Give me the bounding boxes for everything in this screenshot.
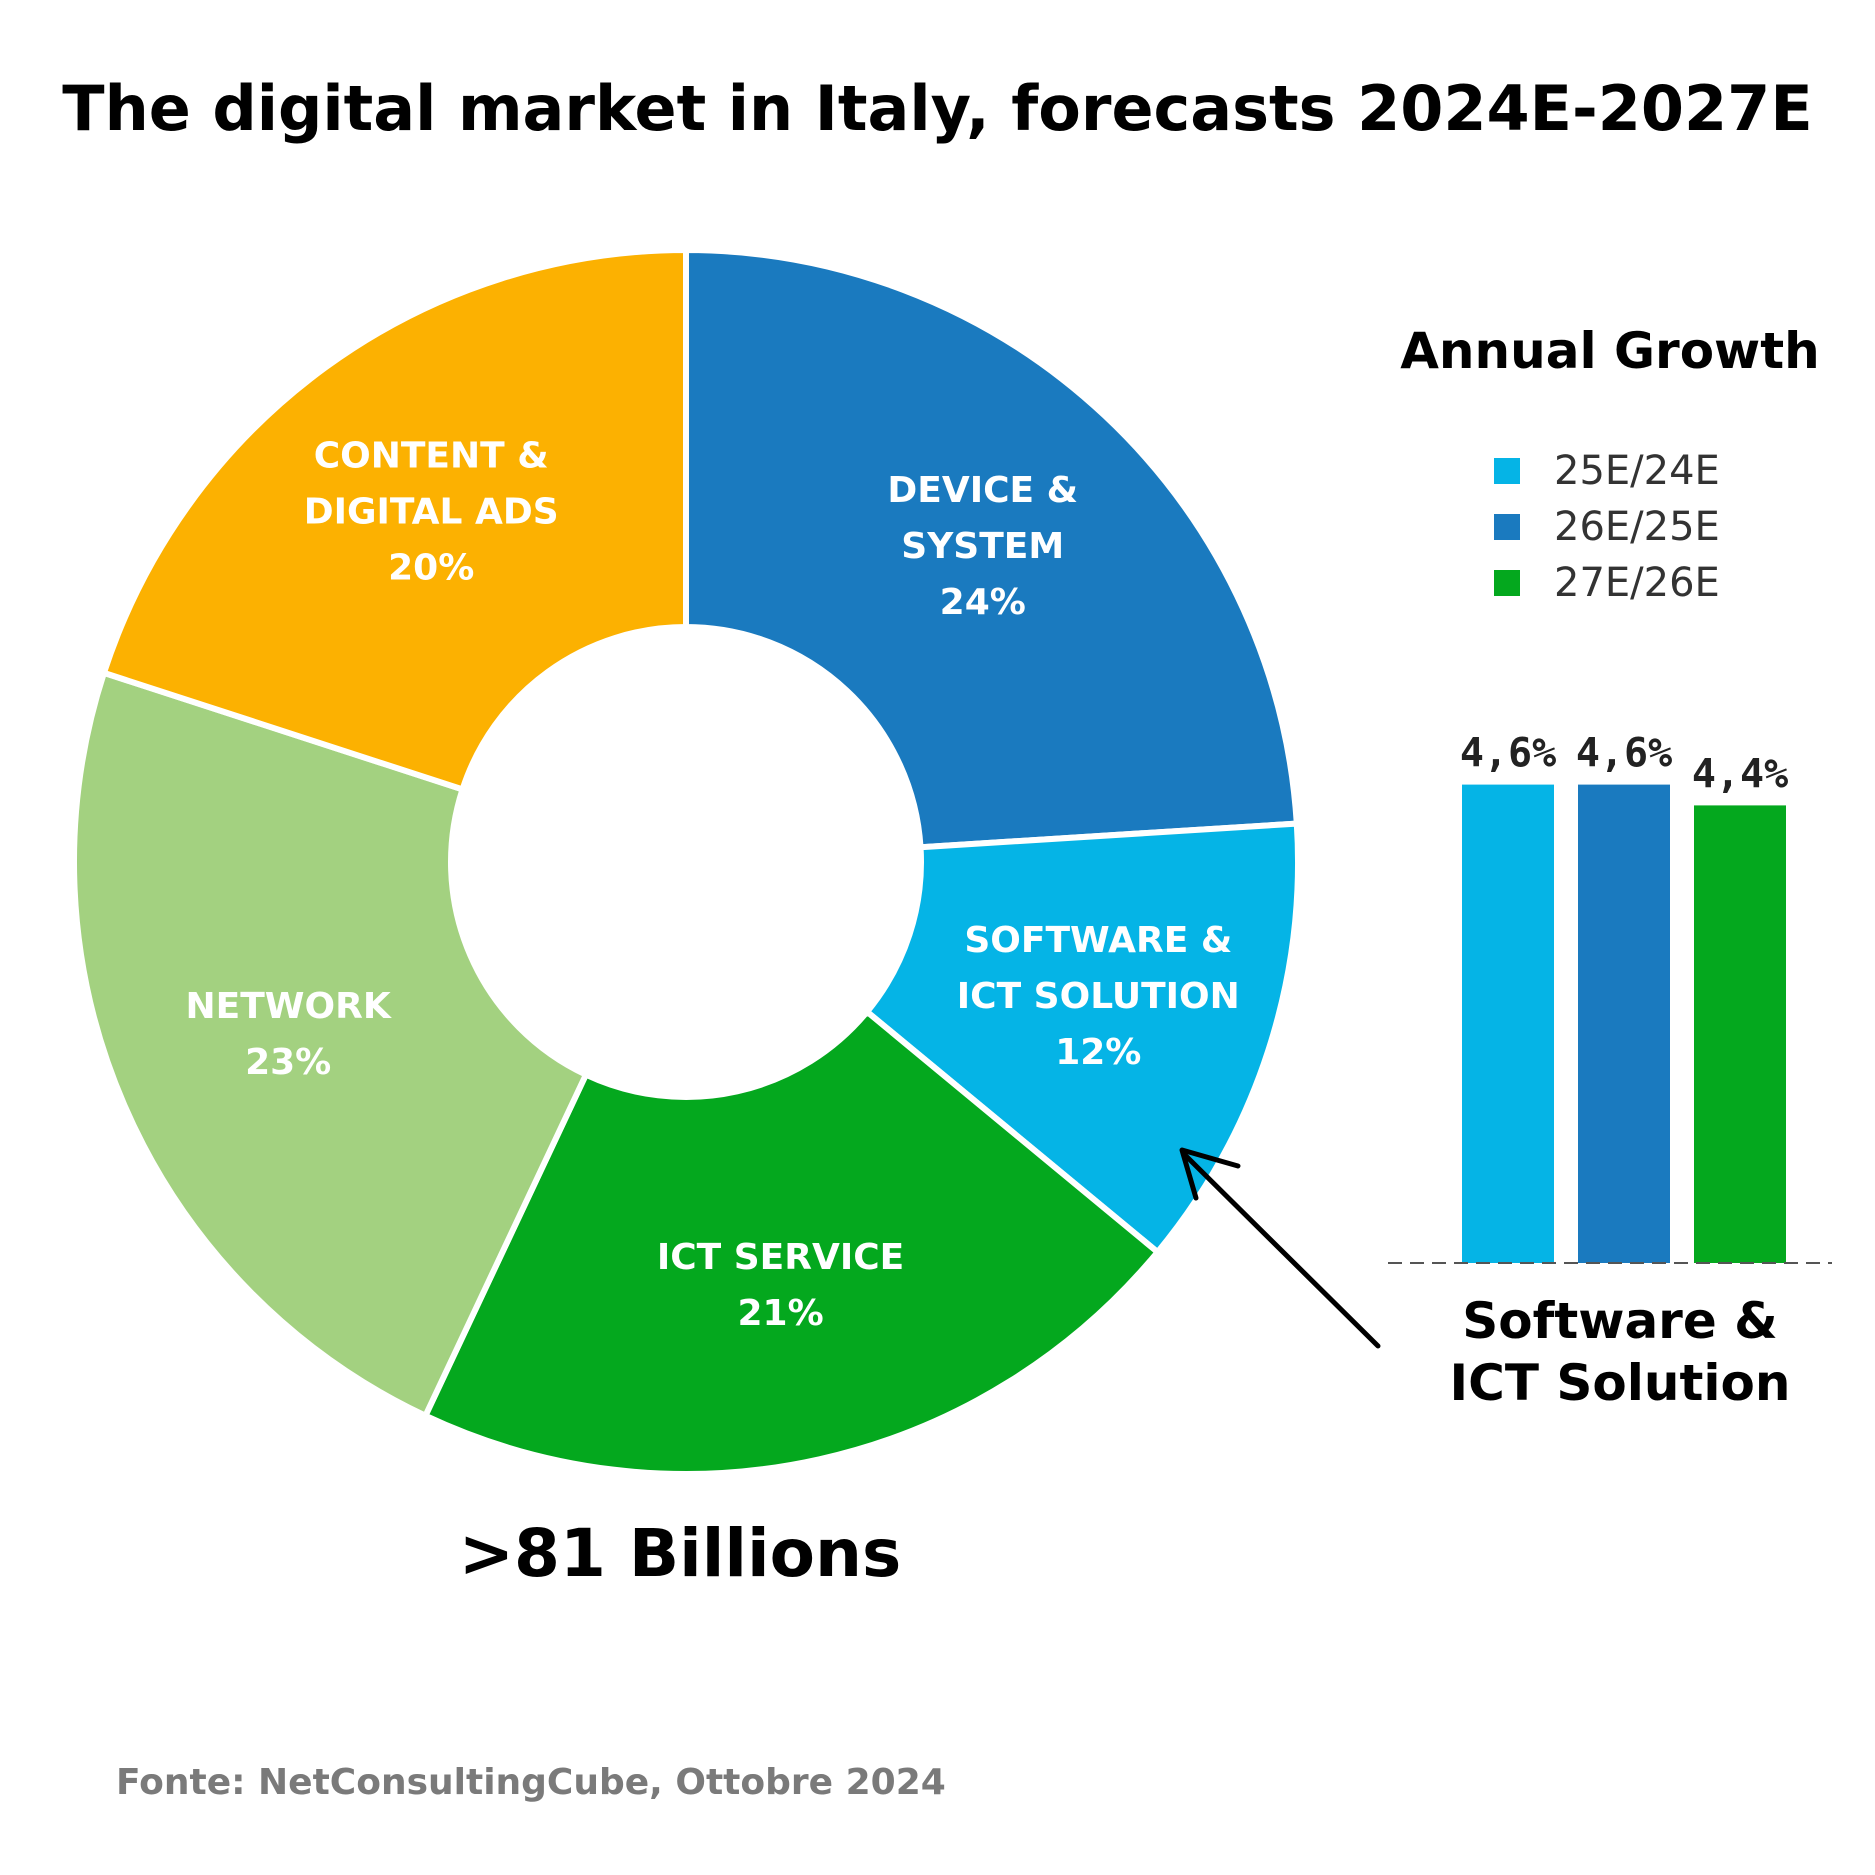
slice-label: NETWORK [186, 986, 392, 1027]
legend-swatch [1494, 514, 1520, 540]
donut-slice-4 [100, 246, 689, 794]
legend-item-26e-25e: 26E/25E [1494, 502, 1720, 552]
growth-bar-1 [1578, 784, 1670, 1263]
legend-label: 26E/25E [1554, 504, 1720, 550]
slice-label: 12% [1055, 1032, 1141, 1073]
slice-label: ICT SERVICE [657, 1237, 904, 1278]
slice-label: DIGITAL ADS [304, 491, 559, 532]
slice-label: ICT SOLUTION [957, 976, 1240, 1017]
growth-bar-2 [1694, 805, 1786, 1263]
market-total: >81 Billions [458, 1515, 902, 1592]
slice-label: SOFTWARE & [964, 920, 1232, 961]
legend-label: 25E/24E [1554, 448, 1720, 494]
growth-chart-title: Annual Growth [1400, 322, 1820, 380]
growth-bar-chart: 4,6% 4,6% 4,4% [1388, 731, 1832, 1264]
legend-item-25e-24e: 25E/24E [1494, 446, 1720, 496]
legend-swatch [1494, 570, 1520, 596]
legend-item-27e-26e: 27E/26E [1494, 558, 1720, 608]
slice-label: 24% [940, 582, 1026, 623]
bar-chart-caption: Software & ICT Solution [1400, 1290, 1840, 1414]
legend-label: 27E/26E [1554, 560, 1720, 606]
slice-label: 21% [737, 1293, 823, 1334]
donut-slice-1 [862, 820, 1301, 1257]
bar-value-label: 4,6% [1576, 731, 1672, 777]
growth-bar-0 [1462, 784, 1554, 1263]
donut-labels: DEVICE & SYSTEM 24% SOFTWARE & ICT SOLUTION 1… [186, 435, 1240, 1334]
slice-label: 20% [388, 547, 474, 588]
donut-slices [71, 246, 1301, 1477]
chart-title: The digital market in Italy, forecasts 2… [62, 72, 1813, 145]
caption-line: ICT Solution [1449, 1354, 1791, 1412]
donut-slice-0 [683, 246, 1300, 851]
slice-label: DEVICE & [887, 470, 1078, 511]
bar-value-label: 4,4% [1692, 751, 1788, 797]
arrow-annotation [1179, 1147, 1381, 1349]
donut-slice-3 [71, 669, 590, 1420]
bar-value-label: 4,6% [1460, 731, 1556, 777]
slice-label: 23% [245, 1042, 331, 1083]
caption-line: Software & [1462, 1292, 1778, 1350]
slice-label: SYSTEM [901, 526, 1064, 567]
slice-label: CONTENT & [314, 435, 549, 476]
legend-swatch [1494, 458, 1520, 484]
source-note: Fonte: NetConsultingCube, Ottobre 2024 [116, 1762, 946, 1803]
donut-slice-2 [421, 1007, 1162, 1477]
